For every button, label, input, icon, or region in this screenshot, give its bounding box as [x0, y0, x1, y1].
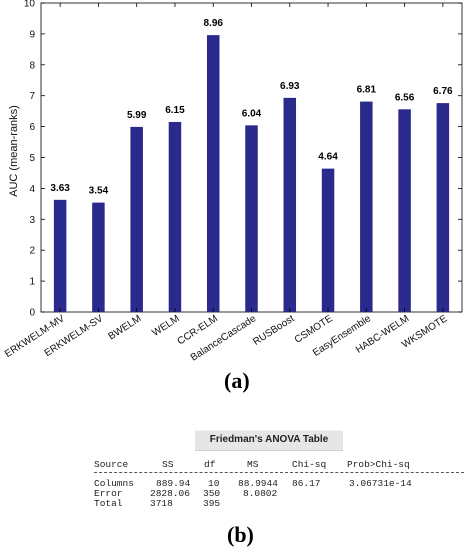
anova-separator: [94, 472, 464, 473]
anova-header-prob: Prob>Chi-sq: [347, 459, 410, 470]
bar: [206, 35, 220, 313]
data-label: 8.96: [203, 18, 223, 29]
x-tick-label: BalanceCascade: [189, 313, 259, 364]
y-tick-label: 5: [29, 153, 35, 164]
anova-row-columns-df: 10: [208, 478, 220, 489]
anova-header-df: df: [204, 459, 216, 470]
data-label: 6.76: [433, 86, 453, 97]
y-tick-label: 0: [29, 308, 35, 319]
anova-header-chisq: Chi-sq: [292, 459, 327, 470]
bar: [168, 121, 182, 312]
anova-row-error-source: Error: [94, 488, 123, 499]
y-tick-label: 4: [29, 184, 35, 195]
anova-row-error-ms: 8.0802: [243, 488, 278, 499]
y-tick-label: 9: [29, 29, 35, 40]
anova-row-columns-chisq: 86.17: [292, 478, 321, 489]
y-tick-label: 8: [29, 60, 35, 71]
bar: [360, 101, 373, 312]
data-label: 4.64: [318, 152, 338, 163]
data-label: 6.81: [357, 85, 377, 96]
anova-row-columns-ms: 88.9944: [238, 478, 278, 489]
anova-row-total-ss: 3718: [150, 498, 173, 509]
y-tick-label: 6: [29, 122, 35, 133]
data-label: 6.93: [280, 81, 300, 92]
data-label: 3.54: [89, 186, 109, 197]
anova-header-ss: SS: [162, 459, 174, 470]
bar: [245, 125, 258, 312]
bar: [92, 202, 105, 312]
x-tick-label: BWELM: [107, 313, 144, 342]
data-label: 6.56: [395, 92, 415, 103]
bar: [436, 103, 450, 312]
bar: [53, 199, 67, 312]
anova-header-ms: MS: [247, 459, 259, 470]
data-label: 5.99: [127, 110, 147, 121]
anova-row-total-df: 395: [203, 498, 221, 509]
x-tick-label: RUSBoost: [251, 313, 296, 348]
bar: [398, 109, 411, 313]
y-tick-label: 10: [24, 0, 36, 10]
y-axis-label: AUC (mean-ranks): [8, 105, 20, 197]
anova-row-columns-prob: 3.06731e-14: [349, 478, 412, 489]
bar: [130, 126, 143, 312]
data-label: 6.15: [165, 105, 185, 116]
anova-table: Source SS df MS Chi-sq Prob>Chi-sq Colum…: [94, 459, 464, 519]
x-tick-label: WELM: [150, 313, 181, 339]
y-tick-label: 2: [29, 246, 35, 257]
anova-row-columns-ss: 889.94: [156, 478, 191, 489]
anova-header-source: Source: [94, 459, 129, 470]
anova-row-total-source: Total: [94, 498, 123, 509]
bar: [283, 97, 297, 312]
anova-row-columns-source: Columns: [94, 478, 134, 489]
data-label: 6.04: [242, 108, 262, 119]
y-tick-label: 1: [29, 277, 35, 288]
anova-row-error-df: 350: [203, 488, 221, 499]
bar: [321, 168, 335, 312]
bar-chart: 0 1 2 3 4 5 6 7 8 9 10 3.63 3.54 5.99 6.15 8.96 6.04 6.9…: [3, 0, 463, 364]
panel-label-a: (a): [224, 368, 250, 393]
data-label: 3.63: [50, 183, 70, 194]
anova-title-bar: Friedman's ANOVA Table: [195, 430, 343, 451]
anova-title: Friedman's ANOVA Table: [209, 434, 329, 445]
anova-row-error-ss: 2828.06: [150, 488, 190, 499]
panel-label-b: (b): [227, 522, 254, 547]
y-tick-label: 3: [29, 215, 35, 226]
y-tick-label: 7: [29, 91, 35, 102]
